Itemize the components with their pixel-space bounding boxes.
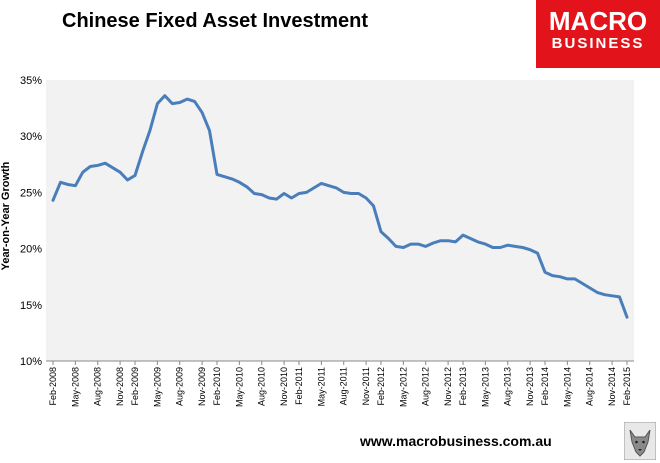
logo-line-1: MACRO: [548, 6, 648, 36]
x-tick-label: May-2012: [398, 367, 408, 407]
x-tick-label: Aug-2010: [257, 367, 267, 406]
x-tick-label: Nov-2012: [443, 367, 453, 406]
x-tick-label: May-2010: [234, 367, 244, 407]
x-tick-label: Feb-2010: [212, 367, 222, 406]
x-tick-label: May-2009: [152, 367, 162, 407]
x-tick-label: Nov-2014: [607, 367, 617, 406]
x-tick-label: Nov-2010: [279, 367, 289, 406]
y-tick-label: 30%: [20, 131, 42, 143]
macrobusiness-logo: MACRO BUSINESS: [536, 0, 660, 68]
x-tick-label: May-2008: [70, 367, 80, 407]
x-tick-label: Feb-2013: [458, 367, 468, 406]
x-tick-label: Aug-2009: [175, 367, 185, 406]
plot-area: [46, 80, 634, 361]
y-axis: 10% 15% 20% 25% 30% 35%: [20, 75, 634, 368]
x-tick-label: May-2011: [316, 367, 326, 406]
website-url: www.macrobusiness.com.au: [360, 433, 552, 449]
x-tick-label: Nov-2011: [361, 367, 371, 405]
series-line: [51, 94, 629, 319]
x-tick-label: May-2013: [480, 367, 490, 407]
x-tick-label: Feb-2008: [48, 367, 58, 406]
x-tick-label: Aug-2014: [585, 367, 595, 406]
y-tick-label: 25%: [20, 187, 42, 199]
x-tick-label: Feb-2014: [540, 367, 550, 406]
x-tick-label: Feb-2009: [130, 367, 140, 406]
x-tick-label: Nov-2013: [525, 367, 535, 406]
x-tick-label: Aug-2013: [503, 367, 513, 406]
x-tick-label: Feb-2011: [294, 367, 304, 405]
chart-title: Chinese Fixed Asset Investment: [62, 10, 369, 32]
wolf-logo-icon: [624, 422, 656, 460]
x-tick-label: Feb-2012: [376, 367, 386, 406]
x-tick-label: Nov-2009: [197, 367, 207, 406]
x-tick-label: Aug-2012: [421, 367, 431, 406]
x-tick-label: Aug-2008: [93, 367, 103, 406]
y-tick-label: 20%: [20, 244, 42, 256]
y-tick-label: 10%: [20, 356, 42, 368]
x-axis: Feb-2008 May-2008 Aug-2008 Nov-2008 Feb-2009…: [48, 361, 632, 407]
logo-line-2: BUSINESS: [551, 35, 645, 52]
x-tick-label: May-2014: [562, 367, 572, 407]
y-tick-label: 35%: [20, 75, 42, 87]
x-tick-label: Feb-2015: [622, 367, 632, 406]
y-tick-label: 15%: [20, 300, 42, 312]
x-tick-label: Aug-2011: [339, 367, 349, 405]
x-tick-label: Nov-2008: [115, 367, 125, 406]
